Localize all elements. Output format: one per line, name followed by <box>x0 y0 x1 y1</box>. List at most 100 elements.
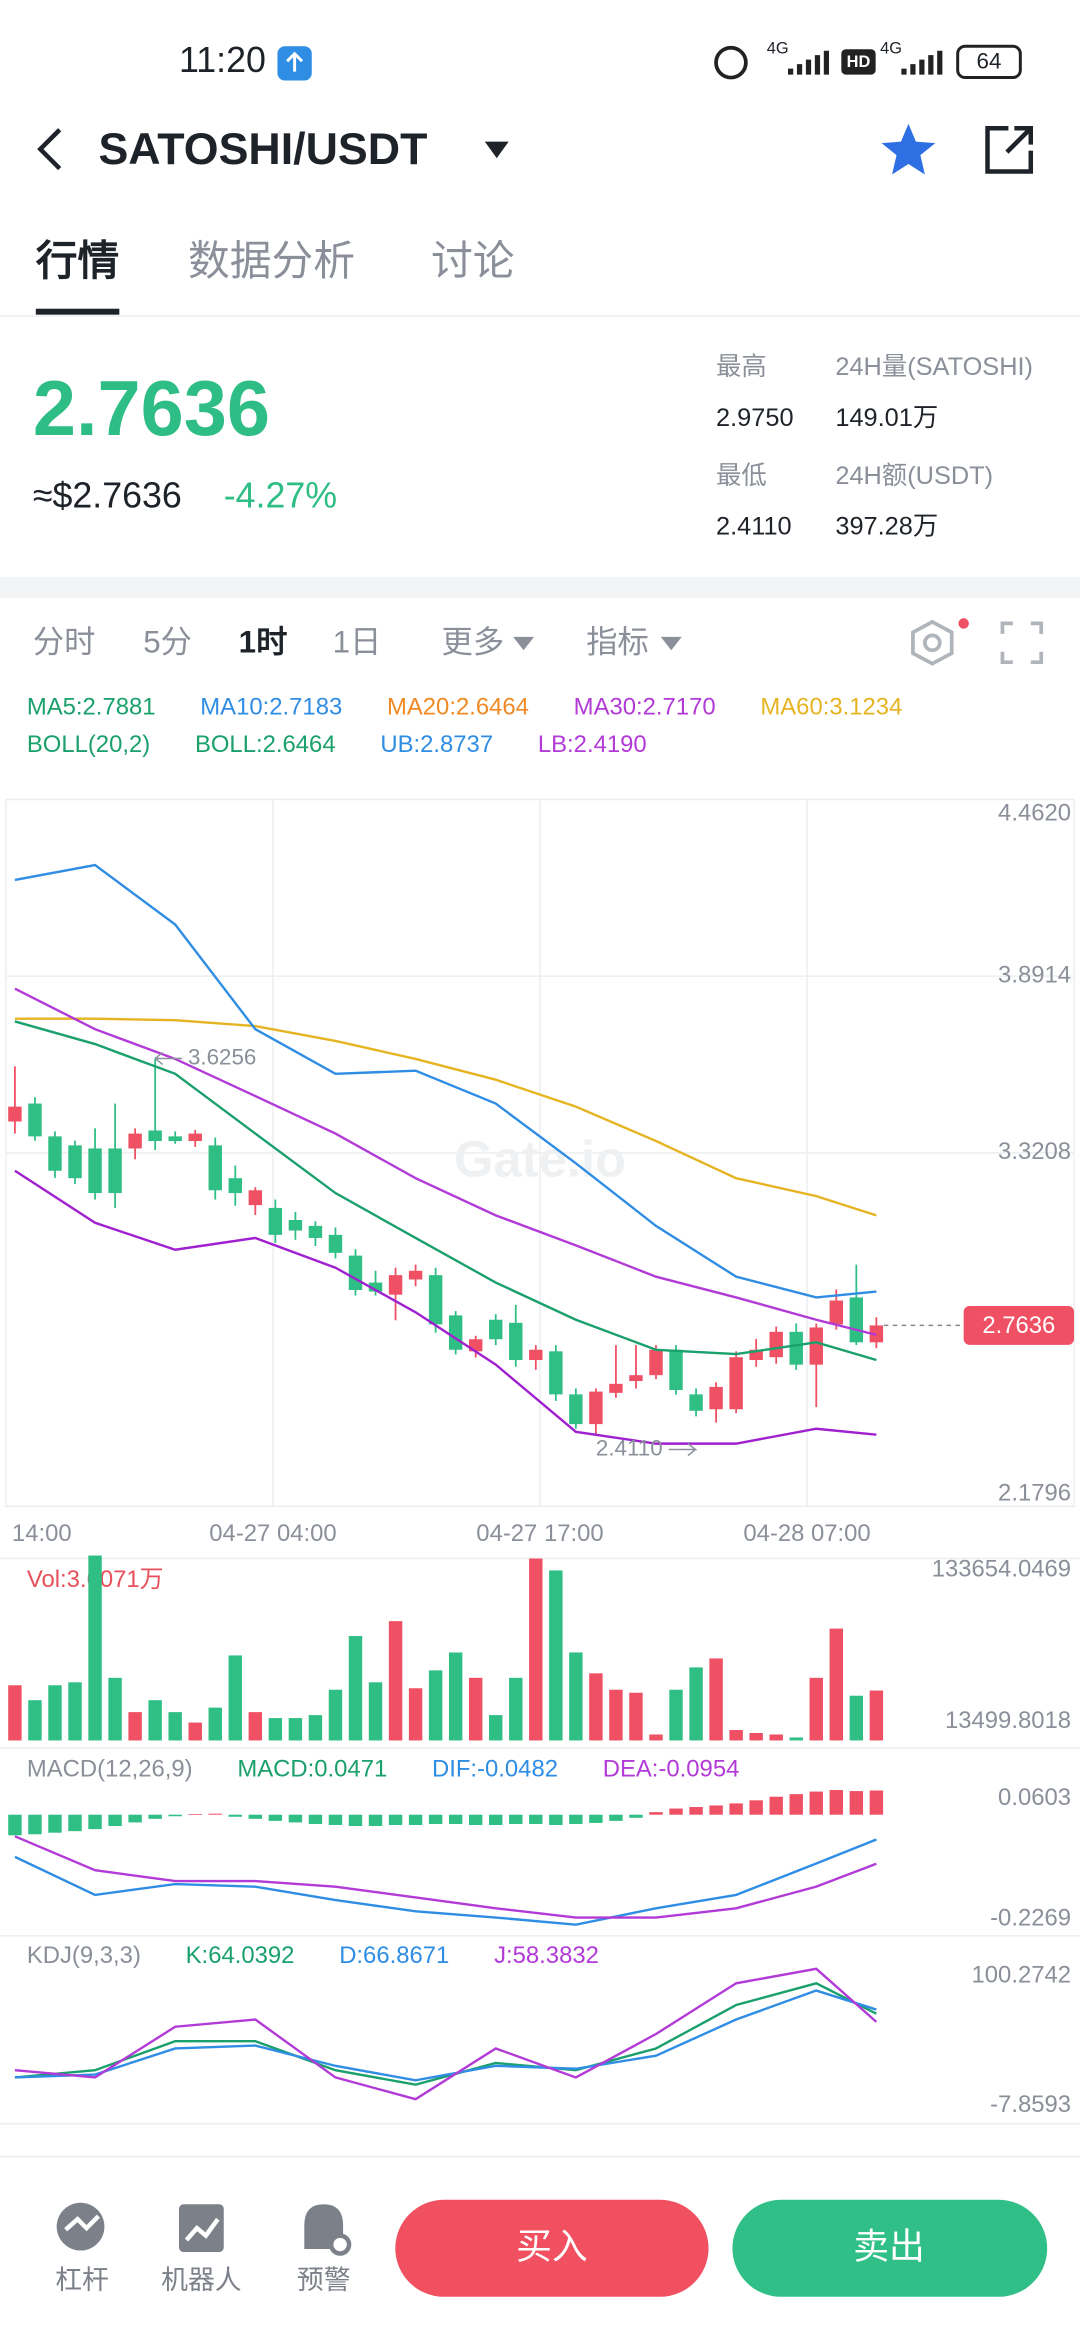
alert-icon-gear <box>328 2233 352 2256</box>
bar <box>448 1814 463 1824</box>
bar <box>428 1670 443 1741</box>
bar <box>308 1814 323 1824</box>
bar <box>849 1791 864 1815</box>
network-label: 4G <box>767 40 789 58</box>
interval[interactable]: 1时 <box>239 625 288 660</box>
bar <box>749 1733 763 1741</box>
nav-label[interactable]: 机器人 <box>161 2265 241 2295</box>
nav-label[interactable]: 杠杆 <box>55 2265 109 2295</box>
legend-item: BOLL(20,2) <box>27 731 150 758</box>
candle-body <box>268 1207 283 1235</box>
candle-body <box>789 1331 803 1365</box>
bar <box>448 1652 463 1741</box>
pair-dropdown[interactable] <box>484 141 509 159</box>
candle-body <box>749 1349 763 1360</box>
legend-item: KDJ(9,3,3) <box>27 1942 141 1969</box>
bar <box>408 1688 423 1741</box>
sell-button[interactable] <box>732 2199 1048 2297</box>
x-tick-label: 04-28 07:00 <box>743 1520 870 1547</box>
bar <box>228 1814 243 1817</box>
bar <box>388 1621 403 1741</box>
x-tick-label: 04-27 17:00 <box>476 1520 603 1547</box>
favorite-star[interactable] <box>881 123 936 175</box>
y-tick-label: -7.8593 <box>990 2091 1071 2118</box>
bar <box>268 1718 283 1741</box>
back-button[interactable] <box>37 128 62 171</box>
indicator-menu[interactable]: 指标 <box>586 625 649 660</box>
annotation-label: 3.6256 <box>188 1044 256 1069</box>
nav-label[interactable]: 预警 <box>297 2265 351 2295</box>
alarm-icon <box>714 45 748 80</box>
bar <box>208 1813 222 1815</box>
bar <box>48 1814 62 1833</box>
legend-item: MACD:0.0471 <box>237 1756 387 1783</box>
bar <box>188 1814 202 1815</box>
stat-label: 24H额(USDT) <box>835 462 993 490</box>
legend-item: BOLL:2.6464 <box>195 731 336 758</box>
bar <box>609 1814 623 1821</box>
bot-icon[interactable] <box>179 2204 224 2253</box>
network-label: 4G <box>880 40 902 58</box>
hd-label: HD <box>847 53 871 71</box>
candle-body <box>509 1322 523 1360</box>
bar <box>288 1814 303 1823</box>
bar <box>208 1707 222 1741</box>
interval[interactable]: 分时 <box>33 625 96 660</box>
candle-body <box>28 1103 42 1137</box>
sell-label[interactable]: 卖出 <box>853 2226 925 2266</box>
bar <box>729 1730 743 1741</box>
candle-body <box>689 1394 703 1411</box>
candle-body <box>308 1225 323 1238</box>
candle-body <box>529 1349 543 1360</box>
bar <box>489 1814 503 1825</box>
pair-title[interactable]: SATOSHI/USDT <box>98 124 427 174</box>
candle-body <box>148 1130 162 1142</box>
notification-arrow <box>286 51 304 72</box>
legend-item: D:66.8671 <box>339 1942 449 1969</box>
interval-more[interactable]: 更多 <box>442 625 505 660</box>
legend-item: K:64.0392 <box>186 1942 295 1969</box>
fullscreen-button[interactable] <box>1000 621 1044 665</box>
kline-chart: MA5:2.7881 MA10:2.7183 MA20:2.6464 MA30:2.7… <box>5 694 1075 2118</box>
candle-body <box>348 1255 363 1290</box>
candle-body <box>849 1297 864 1343</box>
candle-body <box>8 1106 22 1122</box>
bar <box>709 1805 723 1815</box>
candle-body <box>809 1327 823 1365</box>
bar <box>609 1689 623 1741</box>
bar <box>769 1796 783 1815</box>
bar <box>509 1677 523 1741</box>
bar <box>68 1814 82 1832</box>
annotation-label: 2.4110 <box>596 1435 663 1460</box>
tab[interactable]: 数据分析 <box>188 237 355 284</box>
legend-item: DIF:-0.0482 <box>432 1756 558 1783</box>
bar <box>108 1677 122 1741</box>
settings-icon[interactable] <box>911 619 954 666</box>
bar <box>468 1814 483 1825</box>
bar <box>769 1734 783 1741</box>
bar <box>348 1814 363 1827</box>
share-button[interactable] <box>985 126 1034 174</box>
y-tick-label: 0.0603 <box>998 1784 1071 1811</box>
bar <box>829 1790 844 1815</box>
stat-value: 149.01万 <box>835 404 938 432</box>
interval[interactable]: 5分 <box>143 625 192 660</box>
bar <box>128 1814 142 1823</box>
tab[interactable]: 行情 <box>36 237 120 284</box>
annotation-arrow <box>154 1051 183 1065</box>
last-price-tag <box>963 1306 1075 1345</box>
bar <box>649 1734 663 1741</box>
buy-label[interactable]: 买入 <box>516 2226 588 2266</box>
interval[interactable]: 1日 <box>333 625 382 660</box>
buy-button[interactable] <box>395 2199 709 2297</box>
candle-body <box>589 1391 603 1425</box>
bar <box>68 1682 82 1741</box>
candle-body <box>228 1178 243 1194</box>
tab[interactable]: 讨论 <box>431 237 515 284</box>
bar <box>368 1682 383 1741</box>
candle-body <box>128 1133 142 1149</box>
leverage-icon[interactable] <box>56 2202 105 2251</box>
candle-body <box>489 1319 503 1340</box>
bar <box>569 1814 583 1824</box>
